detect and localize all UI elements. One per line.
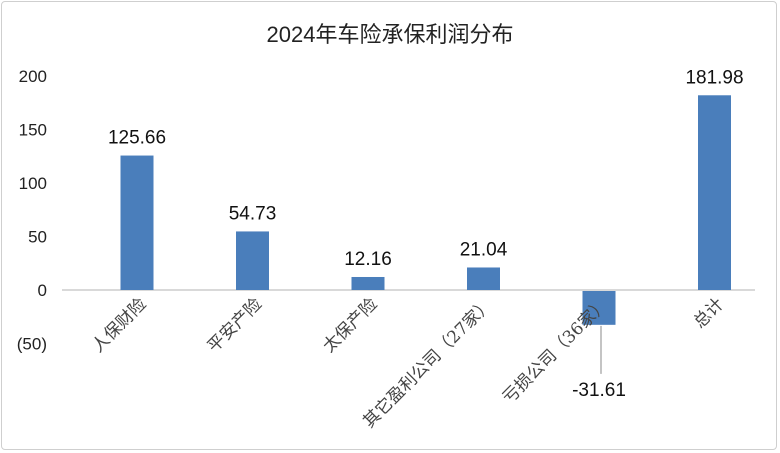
bar bbox=[120, 155, 154, 290]
bar bbox=[351, 276, 385, 290]
data-label: 181.98 bbox=[685, 67, 743, 88]
y-tick-label: (50) bbox=[17, 335, 47, 354]
data-label: 21.04 bbox=[460, 239, 508, 260]
category-label: 太保产险 bbox=[319, 294, 381, 356]
data-label: 12.16 bbox=[344, 249, 392, 270]
bar bbox=[236, 231, 269, 290]
y-tick-label: 200 bbox=[19, 67, 47, 86]
chart-title: 2024年车险承保利润分布 bbox=[267, 22, 514, 47]
y-tick-label: 0 bbox=[38, 281, 47, 300]
bar bbox=[698, 95, 731, 290]
data-label: 125.66 bbox=[108, 128, 166, 149]
data-label: 54.73 bbox=[229, 203, 277, 224]
category-label: 人保财险 bbox=[88, 294, 150, 356]
category-label: 总计 bbox=[690, 294, 728, 332]
y-tick-label: 150 bbox=[19, 121, 47, 140]
category-label: 其它盈利公司（27家） bbox=[359, 294, 497, 432]
bar bbox=[467, 267, 500, 290]
bar bbox=[582, 291, 616, 325]
category-label: 平安产险 bbox=[204, 294, 266, 356]
y-tick-label: 50 bbox=[28, 228, 47, 247]
y-tick-label: 100 bbox=[19, 174, 47, 193]
data-label: -31.61 bbox=[572, 380, 626, 401]
